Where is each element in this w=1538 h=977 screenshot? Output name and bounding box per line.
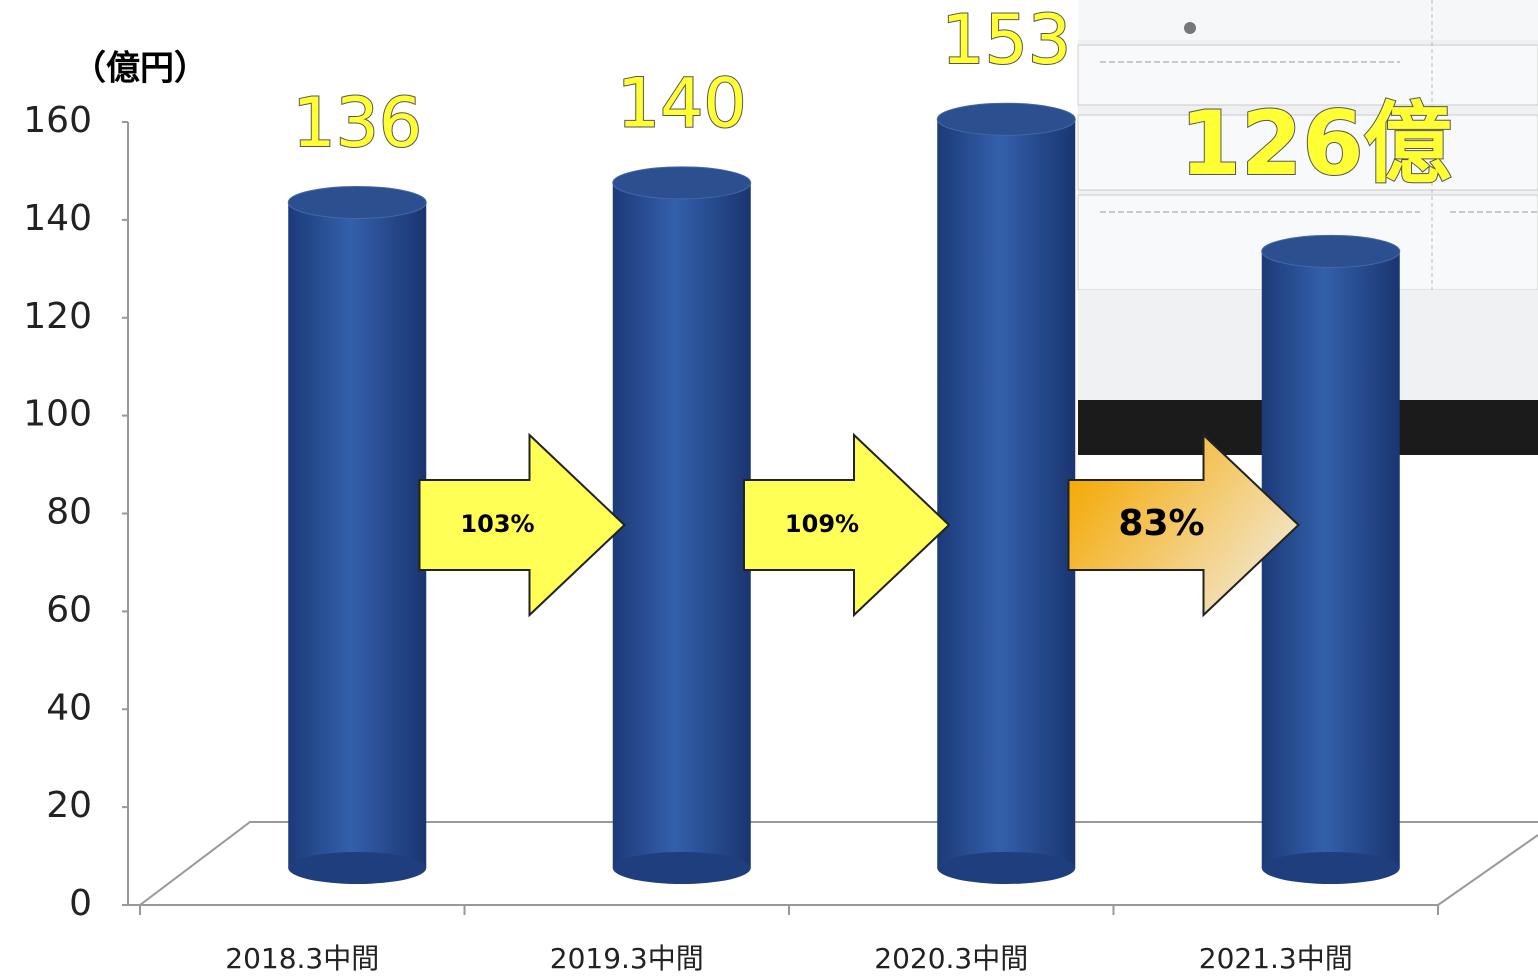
y-tick-label: 60: [46, 589, 92, 630]
value-label: 140: [617, 64, 747, 143]
x-tick-label: 2018.3中間: [225, 942, 379, 975]
y-tick-label: 120: [23, 296, 92, 337]
bar-top: [1261, 234, 1401, 268]
bar-top: [287, 185, 427, 219]
x-tick-label: 2021.3中間: [1199, 942, 1353, 975]
bar-bottom: [937, 852, 1076, 884]
growth-arrow: [743, 432, 951, 618]
value-label: 136: [292, 84, 422, 163]
bar-top: [936, 102, 1076, 136]
y-tick-label: 40: [46, 687, 92, 728]
growth-label: 103%: [460, 510, 534, 538]
y-tick-label: 0: [69, 883, 92, 924]
bar-body: [612, 182, 751, 868]
floor: [139, 821, 1538, 906]
y-tick-label: 160: [23, 100, 92, 141]
x-tick-label: 2020.3中間: [874, 942, 1028, 975]
value-label: 153: [941, 1, 1071, 80]
y-tick-label: 20: [46, 785, 92, 826]
y-axis-unit: （億円）: [72, 49, 208, 89]
bar-body: [288, 202, 427, 868]
y-tick-label: 80: [46, 492, 92, 533]
x-tick-label: 2019.3中間: [550, 942, 704, 975]
bar-body: [1261, 251, 1400, 868]
bar-bottom: [612, 852, 751, 884]
bar-top: [612, 166, 752, 200]
growth-arrow: [1067, 432, 1300, 618]
y-tick-label: 140: [23, 198, 92, 239]
bar-bottom: [1261, 852, 1400, 884]
growth-label: 83%: [1118, 503, 1204, 544]
bar-bottom: [288, 852, 427, 884]
growth-arrow: [418, 432, 626, 618]
y-tick-label: 100: [23, 394, 92, 435]
growth-label: 109%: [785, 510, 859, 538]
value-label: 126億: [1180, 92, 1452, 195]
bar-body: [937, 119, 1076, 869]
